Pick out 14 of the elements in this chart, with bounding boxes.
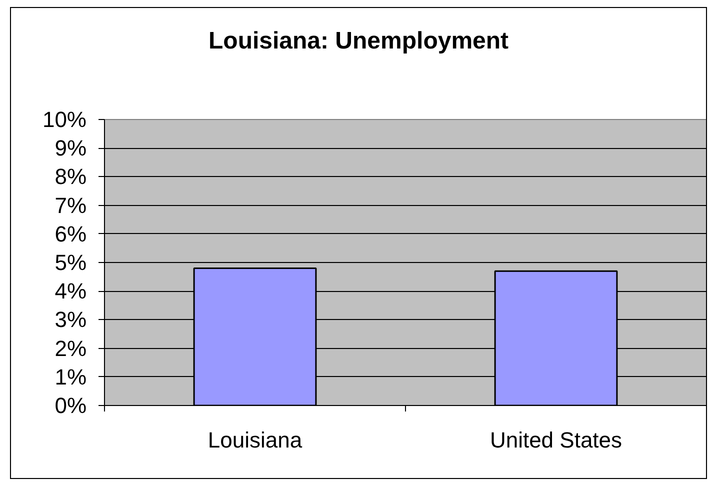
y-tick-label: 8% [54,164,86,190]
chart-title: Louisiana: Unemployment [208,28,509,54]
y-tick-label: 5% [54,250,86,275]
y-tick-label: 3% [54,307,86,332]
y-tick-label: 9% [54,136,86,161]
x-tick-label: United States [490,428,622,452]
y-tick-label: 0% [54,393,86,418]
y-tick-label: 2% [54,336,86,361]
y-tick-label: 4% [54,278,86,304]
y-tick-label: 10% [42,107,87,132]
x-tick-label: Louisiana [208,428,303,452]
y-tick-label: 6% [54,221,86,246]
y-tick-label: 7% [54,192,86,218]
y-tick-label: 1% [54,364,86,390]
